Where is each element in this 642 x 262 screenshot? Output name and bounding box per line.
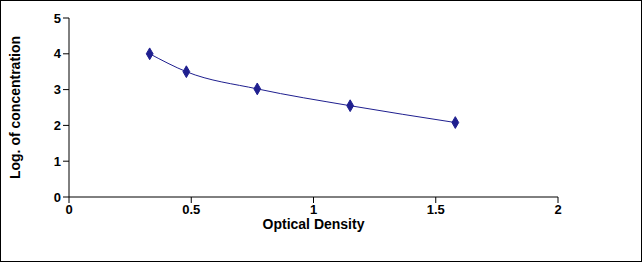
svg-text:0: 0: [54, 190, 61, 205]
svg-text:1: 1: [310, 202, 317, 217]
svg-text:2: 2: [54, 118, 61, 133]
svg-text:5: 5: [54, 11, 61, 26]
svg-text:2: 2: [554, 202, 561, 217]
svg-text:1: 1: [54, 154, 61, 169]
svg-text:3: 3: [54, 82, 61, 97]
svg-text:Optical Density: Optical Density: [263, 216, 365, 232]
svg-text:0.5: 0.5: [182, 202, 200, 217]
svg-text:1.5: 1.5: [427, 202, 445, 217]
svg-text:Log. of concentration: Log. of concentration: [8, 36, 23, 179]
svg-text:0: 0: [65, 202, 72, 217]
svg-text:4: 4: [54, 46, 62, 61]
